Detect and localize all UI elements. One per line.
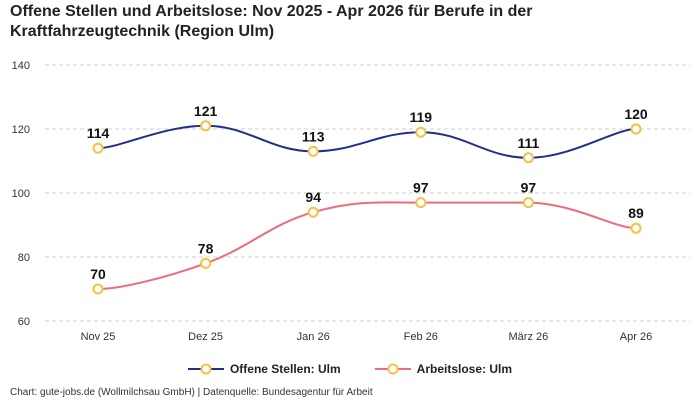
x-axis-ticks: Nov 25 Dez 25 Jan 26 Feb 26 März 26 Apr 26 (81, 331, 653, 343)
data-label: 120 (624, 106, 648, 122)
data-labels: 114 121 113 119 111 120 70 78 94 97 97 89 (87, 103, 648, 282)
data-label: 89 (628, 205, 644, 221)
data-point[interactable] (92, 283, 104, 295)
data-point[interactable] (307, 206, 319, 218)
data-point[interactable] (415, 197, 427, 209)
grid-lines (45, 64, 690, 322)
data-label: 114 (87, 125, 110, 141)
y-tick-label: 60 (18, 316, 30, 328)
legend-swatch-arbeitslose (374, 363, 411, 375)
data-label: 70 (90, 266, 106, 282)
y-tick-label: 120 (12, 124, 30, 136)
y-axis-ticks: 60 80 100 120 140 (12, 60, 30, 328)
data-point[interactable] (415, 126, 427, 138)
y-tick-label: 80 (18, 252, 30, 264)
data-label: 97 (413, 180, 429, 196)
data-point[interactable] (92, 142, 104, 154)
x-tick-label: Nov 25 (81, 331, 116, 343)
data-point[interactable] (200, 120, 212, 132)
data-point[interactable] (200, 257, 212, 269)
x-tick-label: Jan 26 (297, 331, 330, 343)
data-point[interactable] (630, 222, 642, 234)
data-label: 94 (305, 189, 321, 205)
data-label: 78 (198, 240, 214, 256)
data-label: 113 (302, 128, 325, 144)
chart-title: Offene Stellen und Arbeitslose: Nov 2025… (10, 3, 533, 40)
legend: Offene Stellen: Ulm Arbeitslose: Ulm (0, 362, 700, 376)
series-line-0 (97, 124, 637, 159)
data-point[interactable] (307, 145, 319, 157)
data-label: 97 (521, 180, 537, 196)
series-group (92, 120, 642, 295)
legend-label-offene-stellen: Offene Stellen: Ulm (229, 362, 341, 376)
y-tick-label: 140 (12, 60, 30, 72)
x-tick-label: März 26 (509, 331, 549, 343)
data-label: 111 (517, 135, 539, 151)
data-point[interactable] (630, 123, 642, 135)
x-tick-label: Dez 25 (188, 331, 223, 343)
data-point[interactable] (522, 197, 534, 209)
y-tick-label: 100 (12, 188, 30, 200)
series-line-1 (97, 201, 637, 290)
data-label: 121 (194, 103, 218, 119)
source-note: Chart: gute-jobs.de (Wollmilchsau GmbH) … (10, 387, 373, 398)
legend-swatch-offene-stellen (187, 363, 224, 375)
legend-label-arbeitslose: Arbeitslose: Ulm (416, 362, 513, 376)
legend-item-offene-stellen[interactable]: Offene Stellen: Ulm (187, 362, 341, 376)
x-tick-label: Apr 26 (620, 331, 652, 343)
x-tick-label: Feb 26 (404, 331, 438, 343)
legend-item-arbeitslose[interactable]: Arbeitslose: Ulm (374, 362, 513, 376)
data-label: 119 (410, 109, 433, 125)
data-point[interactable] (522, 152, 534, 164)
